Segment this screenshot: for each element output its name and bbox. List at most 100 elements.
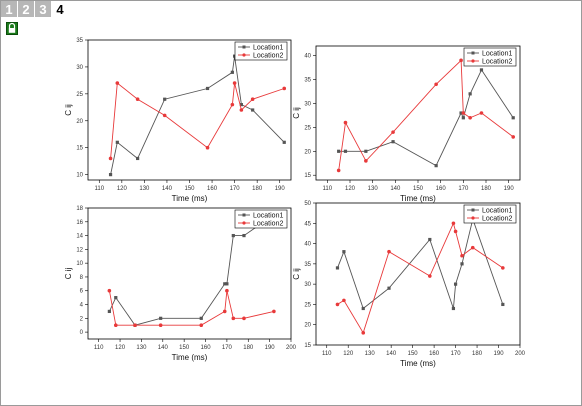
legend-marker	[242, 221, 246, 225]
y-tick-label: 30	[304, 101, 311, 107]
y-axis-label: C ij	[292, 268, 301, 280]
data-point	[163, 97, 167, 101]
data-point	[205, 145, 210, 150]
x-tick-label: 110	[94, 186, 104, 192]
legend-entry: Location1	[482, 207, 512, 214]
data-point	[205, 86, 210, 91]
layer-tab-4[interactable]: 4	[52, 1, 68, 17]
series-line	[337, 217, 504, 310]
y-tick-label: 45	[304, 221, 311, 227]
data-point	[114, 296, 118, 300]
x-tick-label: 130	[365, 351, 376, 357]
data-point	[107, 288, 112, 293]
y-tick-label: 14	[76, 234, 83, 240]
data-point	[511, 116, 515, 120]
series-location2	[107, 288, 276, 328]
x-tick-label: 180	[481, 186, 492, 192]
layer-tab-2[interactable]: 2	[18, 1, 34, 17]
series-location2	[108, 81, 287, 161]
data-point	[335, 266, 340, 270]
data-point	[434, 164, 438, 168]
series-location2	[335, 221, 505, 335]
x-tick-label: 140	[162, 186, 173, 192]
data-point	[501, 266, 505, 270]
x-tick-label: 120	[345, 186, 356, 192]
x-tick-label: 170	[451, 351, 462, 357]
series-line	[338, 59, 514, 171]
x-tick-label: 150	[179, 345, 190, 351]
plot-frame	[315, 202, 521, 346]
legend-entry: Location1	[482, 50, 512, 57]
data-point	[231, 316, 236, 321]
data-point	[233, 54, 237, 58]
data-point	[460, 262, 464, 266]
data-point	[479, 68, 484, 72]
legend-entry: Location2	[253, 220, 283, 227]
y-tick-label: 18	[76, 206, 83, 212]
data-point	[239, 108, 244, 112]
data-point	[391, 140, 395, 144]
data-point	[461, 111, 466, 115]
data-point	[135, 97, 140, 102]
plot-frame	[87, 39, 292, 181]
y-tick-label: 20	[304, 323, 311, 329]
data-point	[468, 115, 472, 120]
x-tick-label: 140	[386, 351, 397, 357]
data-point	[501, 302, 505, 307]
data-point	[230, 102, 235, 107]
legend-marker	[471, 208, 475, 212]
data-point	[428, 274, 432, 278]
chart-4: 110 120 130 140 150 160 170 180 190 200 15 20 25 30 35…	[292, 201, 526, 368]
data-point	[337, 149, 341, 153]
x-tick-label: 150	[413, 186, 424, 192]
data-point	[242, 316, 246, 321]
chart-1: 110 120 130 140 150 160 170 180 190 10 15 20 25 30 35 T…	[64, 38, 292, 203]
x-tick-label: 120	[115, 345, 126, 351]
data-point	[231, 233, 235, 238]
layer-tabs: 1 2 3 4	[1, 1, 69, 18]
chart-3: 110 120 130 140 150 160 170 180 190 200 0 2 4 6 8 10 12 1…	[64, 206, 297, 362]
x-tick-label: 160	[201, 345, 212, 351]
y-tick-label: 8	[80, 275, 84, 281]
data-point	[113, 323, 118, 328]
x-tick-label: 150	[184, 186, 195, 192]
x-tick-label: 160	[429, 351, 440, 357]
legend-entry: Location2	[482, 58, 512, 65]
y-tick-label: 25	[76, 92, 83, 98]
legend-box	[234, 209, 288, 229]
data-point	[158, 323, 163, 328]
legend-box	[234, 41, 288, 61]
y-tick-label: 10	[76, 261, 83, 267]
y-axis-label: C ij	[64, 268, 73, 280]
legend-entry: Location1	[253, 212, 283, 219]
y-tick-label: 40	[304, 54, 311, 60]
data-point	[459, 58, 463, 63]
chart-2: 110 120 130 140 150 160 170 180 190 15 20 25 30 35 40 T…	[292, 45, 521, 203]
series-location1	[335, 217, 505, 311]
y-tick-label: 10	[76, 173, 83, 179]
data-point	[342, 250, 346, 254]
lock-icon[interactable]	[6, 22, 18, 35]
layer-tab-3[interactable]: 3	[35, 1, 51, 17]
x-tick-label: 170	[222, 345, 233, 351]
series-line	[108, 214, 275, 326]
x-tick-label: 190	[494, 351, 505, 357]
x-tick-label: 190	[265, 345, 276, 351]
legend-entry: Location1	[253, 44, 283, 51]
data-point	[461, 116, 465, 120]
data-point	[387, 249, 391, 254]
layer-tab-1[interactable]: 1	[1, 1, 17, 17]
x-tick-label: 140	[390, 186, 401, 192]
x-tick-label: 180	[252, 186, 263, 192]
data-point	[387, 286, 391, 290]
data-point	[199, 323, 204, 328]
y-tick-label: 15	[304, 173, 311, 179]
plot-frame	[87, 207, 292, 340]
data-point	[232, 81, 237, 85]
x-tick-label: 170	[458, 186, 469, 192]
legend-marker	[242, 53, 246, 57]
y-tick-label: 35	[76, 38, 83, 44]
y-axis-label: C ij	[64, 104, 73, 116]
y-tick-label: 15	[304, 343, 311, 349]
